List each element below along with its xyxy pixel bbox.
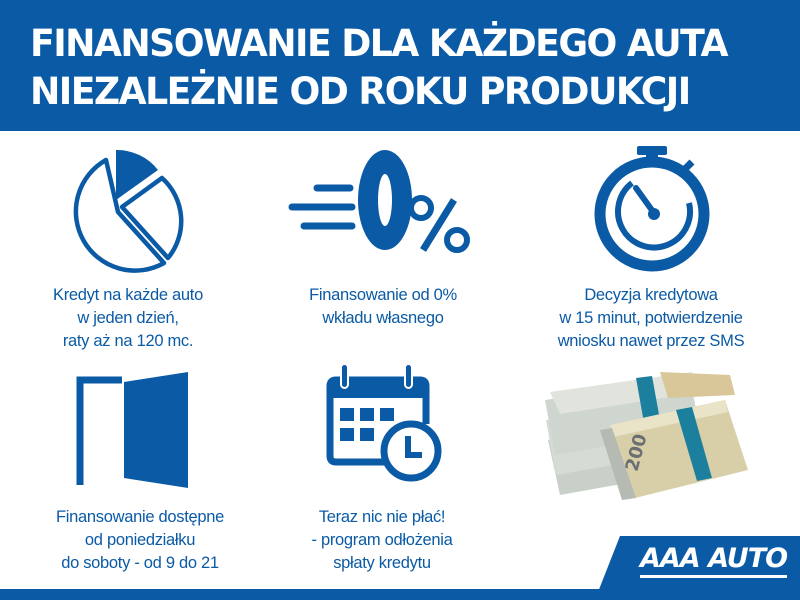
caption-line: wkładu własnego (322, 309, 444, 327)
caption-line: Decyzja kredytowa (584, 286, 718, 304)
zero-percent-icon (288, 150, 470, 253)
caption-line: Kredyt na każde auto (53, 286, 203, 304)
caption-line: wniosku nawet przez SMS (557, 332, 745, 350)
caption-line: Teraz nic nie płać! (318, 508, 446, 526)
feature-caption-2: Finansowanie od 0% wkładu własnego (253, 284, 513, 330)
headline-line-1: FINANSOWANIE DLA KAŻDEGO AUTA (30, 22, 729, 65)
caption-line: raty aż na 120 mc. (62, 332, 194, 350)
headline-line-2: NIEZALEŻNIE OD ROKU PRODUKCJI (30, 70, 691, 113)
feature-caption-4: Finansowanie dostępne od poniedziałku do… (10, 506, 270, 575)
feature-caption-3: Decyzja kredytowa w 15 minut, potwierdze… (521, 284, 781, 353)
caption-line: spłaty kredytu (333, 554, 431, 572)
feature-caption-5: Teraz nic nie płać! - program odłożenia … (252, 506, 512, 575)
header-banner: FINANSOWANIE DLA KAŻDEGO AUTA NIEZALEŻNI… (0, 0, 800, 131)
feature-caption-1: Kredyt na każde auto w jeden dzień, raty… (0, 284, 258, 353)
banknotes-image: 200 (545, 372, 748, 500)
caption-line: Finansowanie od 0% (309, 286, 457, 304)
logo-text: AAA AUTO (640, 543, 788, 578)
caption-line: w 15 minut, potwierdzenie (559, 309, 743, 327)
footer-band (0, 589, 800, 600)
caption-line: Finansowanie dostępne (56, 508, 224, 526)
caption-line: w jeden dzień, (77, 309, 179, 327)
stopwatch-icon (594, 146, 710, 272)
aaa-auto-logo: AAA AUTO (598, 536, 800, 592)
pie-chart-icon (73, 149, 184, 273)
caption-line: do soboty - od 9 do 21 (61, 554, 219, 572)
calendar-clock-icon (326, 363, 442, 482)
caption-line: od poniedziałku (84, 531, 196, 549)
open-door-icon (76, 372, 188, 488)
caption-line: - program odłożenia (311, 531, 453, 549)
